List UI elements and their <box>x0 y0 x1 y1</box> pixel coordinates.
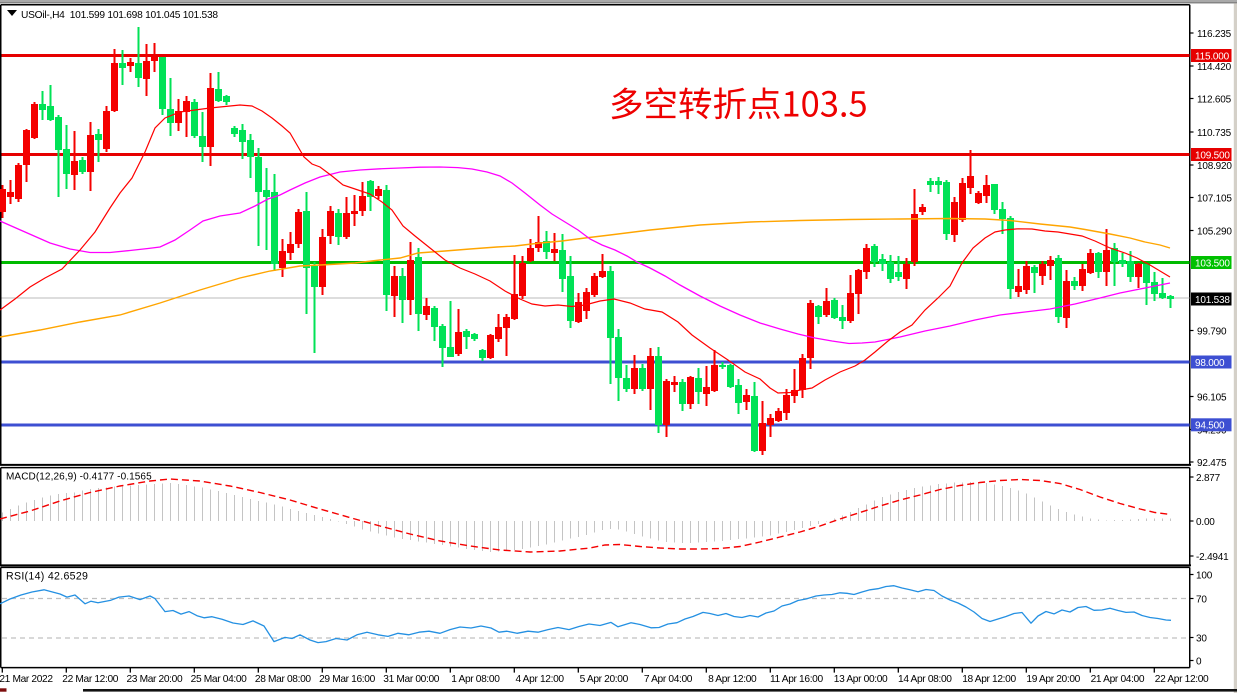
svg-text:114.420: 114.420 <box>1197 62 1232 73</box>
svg-text:70: 70 <box>1196 594 1207 605</box>
svg-text:4 Apr 12:00: 4 Apr 12:00 <box>515 674 564 685</box>
svg-text:22 Apr 12:00: 22 Apr 12:00 <box>1155 674 1209 685</box>
svg-text:107.105: 107.105 <box>1197 193 1232 204</box>
svg-text:100: 100 <box>1196 570 1213 581</box>
svg-text:105.290: 105.290 <box>1197 226 1232 237</box>
svg-text:96.105: 96.105 <box>1197 392 1227 403</box>
svg-text:25 Mar 04:00: 25 Mar 04:00 <box>191 674 248 685</box>
svg-text:18 Apr 12:00: 18 Apr 12:00 <box>962 674 1016 685</box>
svg-text:21 Apr 04:00: 21 Apr 04:00 <box>1091 674 1145 685</box>
svg-text:-2.4941: -2.4941 <box>1196 552 1229 563</box>
svg-text:92.475: 92.475 <box>1197 458 1227 469</box>
svg-text:116.235: 116.235 <box>1197 29 1232 40</box>
svg-text:108.920: 108.920 <box>1197 161 1232 172</box>
svg-text:USOil-,H4 101.599 101.698 101: USOil-,H4 101.599 101.698 101.045 101.53… <box>21 10 218 21</box>
svg-text:98.000: 98.000 <box>1195 358 1225 369</box>
svg-text:2.877: 2.877 <box>1196 473 1221 484</box>
svg-text:94.500: 94.500 <box>1195 421 1225 432</box>
svg-text:14 Apr 08:00: 14 Apr 08:00 <box>898 674 952 685</box>
svg-text:110.735: 110.735 <box>1197 128 1232 139</box>
svg-text:99.790: 99.790 <box>1197 326 1227 337</box>
svg-text:0: 0 <box>1196 656 1202 667</box>
svg-text:22 Mar 12:00: 22 Mar 12:00 <box>62 674 119 685</box>
svg-text:29 Mar 16:00: 29 Mar 16:00 <box>319 674 376 685</box>
svg-text:MACD(12,26,9) -0.4177 -0.1565: MACD(12,26,9) -0.4177 -0.1565 <box>6 472 152 483</box>
svg-text:8 Apr 12:00: 8 Apr 12:00 <box>708 674 757 685</box>
svg-text:7 Apr 04:00: 7 Apr 04:00 <box>644 674 693 685</box>
svg-text:23 Mar 20:00: 23 Mar 20:00 <box>126 674 183 685</box>
svg-text:19 Apr 20:00: 19 Apr 20:00 <box>1026 674 1080 685</box>
svg-text:112.605: 112.605 <box>1197 94 1232 105</box>
svg-text:101.538: 101.538 <box>1195 295 1230 306</box>
svg-text:13 Apr 00:00: 13 Apr 00:00 <box>834 674 888 685</box>
svg-text:30: 30 <box>1196 633 1207 644</box>
svg-text:0.00: 0.00 <box>1196 517 1215 528</box>
svg-text:RSI(14) 42.6529: RSI(14) 42.6529 <box>6 571 88 583</box>
svg-text:103.500: 103.500 <box>1195 258 1230 269</box>
svg-text:31 Mar 00:00: 31 Mar 00:00 <box>383 674 440 685</box>
svg-text:11 Apr 16:00: 11 Apr 16:00 <box>770 674 824 685</box>
svg-text:28 Mar 08:00: 28 Mar 08:00 <box>255 674 312 685</box>
svg-text:109.500: 109.500 <box>1195 150 1230 161</box>
svg-text:21 Mar 2022: 21 Mar 2022 <box>0 674 53 685</box>
svg-text:115.000: 115.000 <box>1195 51 1230 62</box>
svg-text:5 Apr 20:00: 5 Apr 20:00 <box>580 674 629 685</box>
svg-text:1 Apr 08:00: 1 Apr 08:00 <box>451 674 500 685</box>
